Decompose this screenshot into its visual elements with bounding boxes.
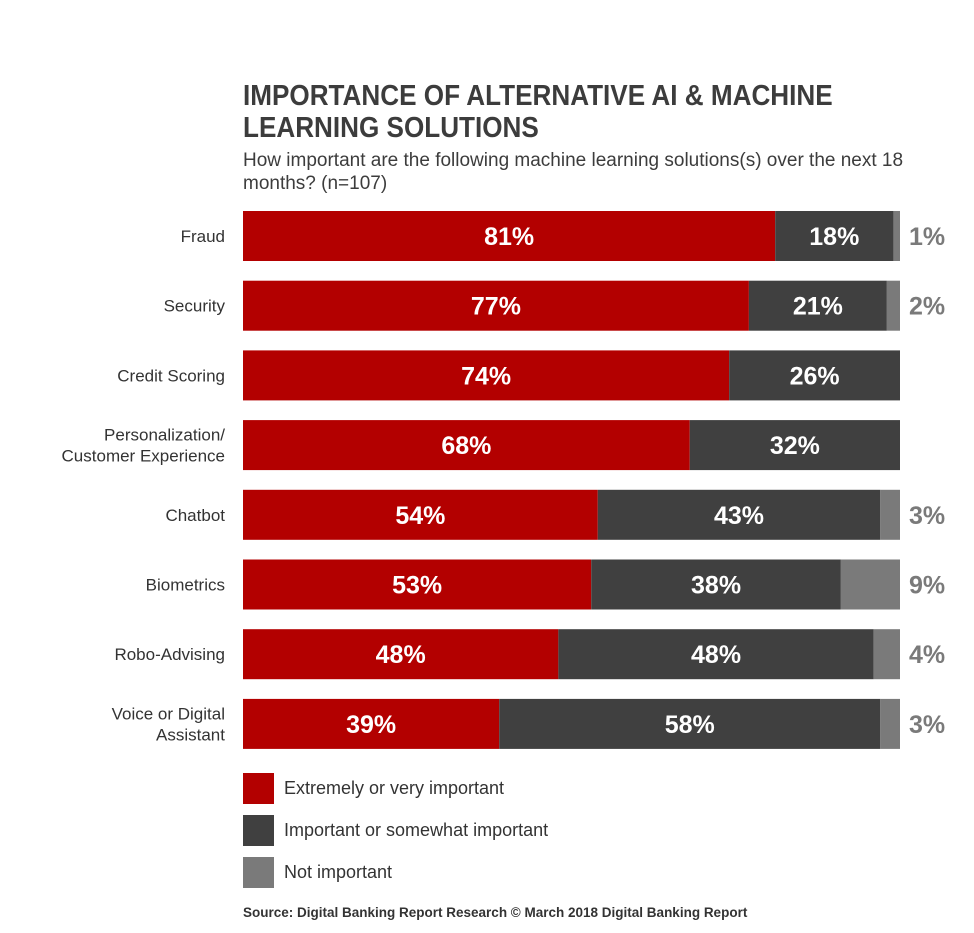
bar-segment-important <box>748 280 887 331</box>
category-label: Personalization/Customer Experience <box>62 426 226 466</box>
legend-item-not-important: Not important <box>243 856 548 888</box>
bar-segment-not-important <box>886 280 900 331</box>
bar-segment-important <box>591 559 841 610</box>
data-label-not-important: 3% <box>909 711 945 739</box>
category-label: Fraud <box>181 227 225 246</box>
bar-segment-extremely <box>243 350 730 401</box>
bar-labels: 81% 18% 1% 77% 21% 2% 74% 26% 68% 32% 54% 43% 3% 53% 3… <box>346 223 945 739</box>
bar-segment-extremely <box>243 211 776 261</box>
data-label-extremely: 74% <box>461 362 511 390</box>
data-label-important: 38% <box>691 572 741 600</box>
category-label: Robo-Advising <box>114 645 225 664</box>
data-label-important: 21% <box>793 293 843 321</box>
category-label: Security <box>164 297 226 316</box>
data-label-important: 18% <box>809 223 859 251</box>
bar-segment-important <box>597 489 881 540</box>
bar-segment-extremely <box>243 280 749 331</box>
data-label-important: 26% <box>790 362 840 390</box>
data-label-important: 43% <box>714 502 764 530</box>
bar-segment-not-important <box>840 559 900 610</box>
data-label-extremely: 54% <box>395 502 445 530</box>
legend-swatch-not-important <box>243 856 274 888</box>
bar-segment-not-important <box>880 698 900 749</box>
legend-label-important: Important or somewhat important <box>284 819 549 840</box>
category-labels: Fraud Security Credit Scoring Personalizati… <box>62 227 226 744</box>
bar-segment-extremely <box>243 629 559 680</box>
data-label-not-important: 1% <box>909 223 945 251</box>
bar-segment-important <box>499 698 881 749</box>
data-label-important: 48% <box>691 641 741 669</box>
category-label: Biometrics <box>146 576 225 595</box>
bar-segment-important <box>689 420 900 471</box>
data-label-extremely: 53% <box>392 572 442 600</box>
data-label-not-important: 2% <box>909 293 945 321</box>
bar-segment-important <box>775 211 894 261</box>
data-label-extremely: 68% <box>441 432 491 460</box>
data-label-extremely: 48% <box>376 641 426 669</box>
source-note: Source: Digital Banking Report Research … <box>243 905 748 920</box>
data-label-extremely: 39% <box>346 711 396 739</box>
legend-item-extremely: Extremely or very important <box>243 772 548 804</box>
category-label: Credit Scoring <box>117 366 225 385</box>
data-label-not-important: 3% <box>909 502 945 530</box>
category-label: Voice or Digital Assistant <box>112 704 226 744</box>
bar-segment-not-important <box>873 629 900 680</box>
bar-segment-not-important <box>880 489 900 540</box>
data-label-important: 58% <box>665 711 715 739</box>
bar-segment-extremely <box>243 420 690 471</box>
legend: Extremely or very important Important or… <box>243 772 548 898</box>
chart-subtitle: How important are the following machine … <box>243 150 904 194</box>
data-label-important: 32% <box>770 432 820 460</box>
stacked-bar-chart: Fraud Security Credit Scoring Personalizati… <box>62 211 945 749</box>
bar-segment-extremely <box>243 698 500 749</box>
data-label-extremely: 81% <box>484 223 534 251</box>
category-label: Chatbot <box>165 506 225 525</box>
data-label-not-important: 4% <box>909 641 945 669</box>
bar-segment-extremely <box>243 489 598 540</box>
legend-label-not-important: Not important <box>284 861 393 882</box>
bar-segment-extremely <box>243 559 592 610</box>
bar-segment-not-important <box>893 211 900 261</box>
legend-item-important: Important or somewhat important <box>243 814 548 846</box>
legend-label-extremely: Extremely or very important <box>284 777 505 798</box>
legend-swatch-important <box>243 814 274 846</box>
bar-segment-important <box>729 350 900 401</box>
chart-title: IMPORTANCE OF ALTERNATIVE AI & MACHINE L… <box>243 80 833 144</box>
legend-swatch-extremely <box>243 772 274 804</box>
data-label-extremely: 77% <box>471 293 521 321</box>
data-label-not-important: 9% <box>909 572 945 600</box>
bar-segment-important <box>558 629 874 680</box>
bars <box>243 211 900 749</box>
